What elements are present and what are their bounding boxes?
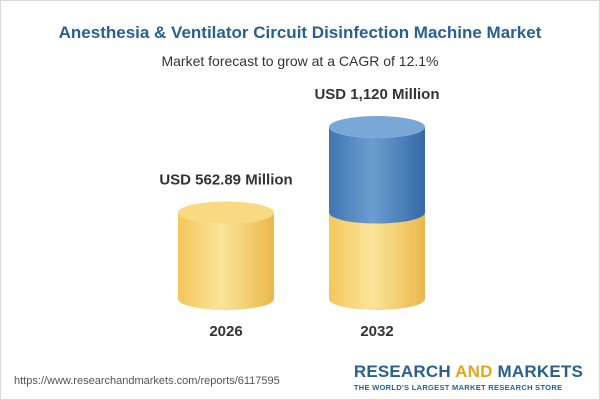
bar-base-segment [178, 212, 274, 310]
logo-tagline: THE WORLD'S LARGEST MARKET RESEARCH STOR… [353, 383, 563, 392]
bar-growth-segment [329, 127, 425, 224]
page-subtitle: Market forecast to grow at a CAGR of 12.… [161, 53, 439, 69]
research-and-markets-logo: RESEARCH AND MARKETS THE WORLD'S LARGEST… [354, 362, 583, 392]
data-label: USD 1,120 Million [314, 86, 439, 103]
source-url: https://www.researchandmarkets.com/repor… [14, 375, 280, 387]
logo-word-markets: MARKETS [497, 362, 583, 381]
data-label: USD 562.89 Million [159, 172, 292, 189]
bar-top-cap [329, 116, 425, 138]
bar-base-segment [329, 212, 425, 310]
category-label: 2032 [360, 323, 393, 340]
logo-word-and: AND [455, 362, 493, 381]
logo-wordmark: RESEARCH AND MARKETS [354, 362, 583, 382]
bar-top-cap [178, 201, 274, 224]
page-title: Anesthesia & Ventilator Circuit Disinfec… [58, 23, 542, 42]
logo-word-research: RESEARCH [353, 362, 451, 381]
category-label: 2026 [209, 323, 242, 340]
cylinder-bar-chart: USD 562.89 Million 2026 USD 1,120 Million 2… [159, 86, 439, 340]
